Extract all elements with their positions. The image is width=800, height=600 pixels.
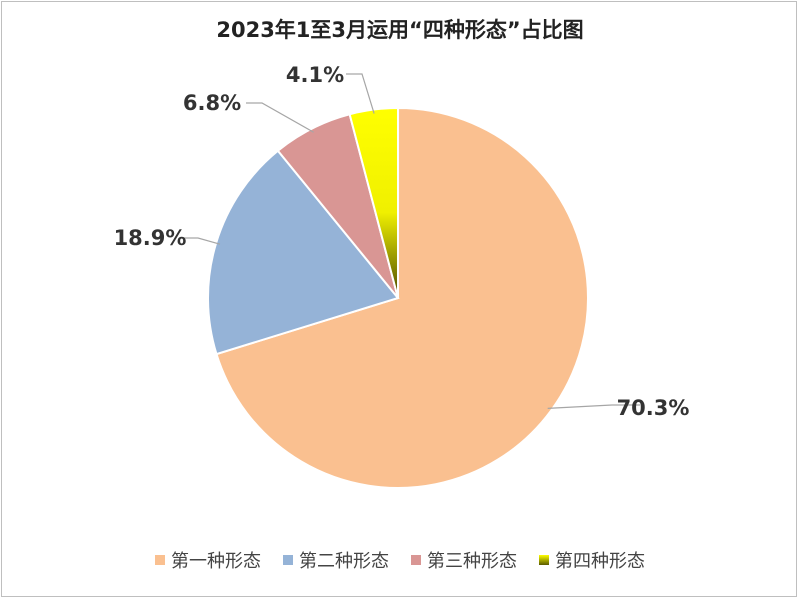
legend-label-2: 第二种形态 xyxy=(299,551,389,572)
legend-label-3: 第三种形态 xyxy=(427,551,517,572)
legend: 第一种形态 第二种形态 第三种形态 第四种形态 xyxy=(0,547,800,573)
legend-label-4: 第四种形态 xyxy=(555,551,645,572)
pie-slice-1 xyxy=(215,106,589,489)
legend-swatch-1 xyxy=(155,555,165,565)
legend-swatch-2 xyxy=(283,555,293,565)
data-label-3: 6.8% xyxy=(183,91,241,115)
legend-item-2: 第二种形态 xyxy=(283,547,389,573)
leader-line-1 xyxy=(547,404,640,410)
legend-label-1: 第一种形态 xyxy=(171,551,261,572)
leader-line-2 xyxy=(180,237,221,245)
legend-item-4: 第四种形态 xyxy=(539,547,645,573)
leader-line-3 xyxy=(246,102,314,133)
chart-title: 2023年1至3月运用“四种形态”占比图 xyxy=(216,18,584,42)
data-label-4: 4.1% xyxy=(286,63,344,87)
data-label-1: 70.3% xyxy=(617,396,690,420)
legend-item-3: 第三种形态 xyxy=(411,547,517,573)
legend-swatch-3 xyxy=(411,555,421,565)
legend-swatch-4 xyxy=(539,555,549,565)
leader-line-4 xyxy=(346,73,375,114)
legend-item-1: 第一种形态 xyxy=(155,547,261,573)
pie-slice-4 xyxy=(348,106,399,299)
data-label-2: 18.9% xyxy=(114,226,187,250)
